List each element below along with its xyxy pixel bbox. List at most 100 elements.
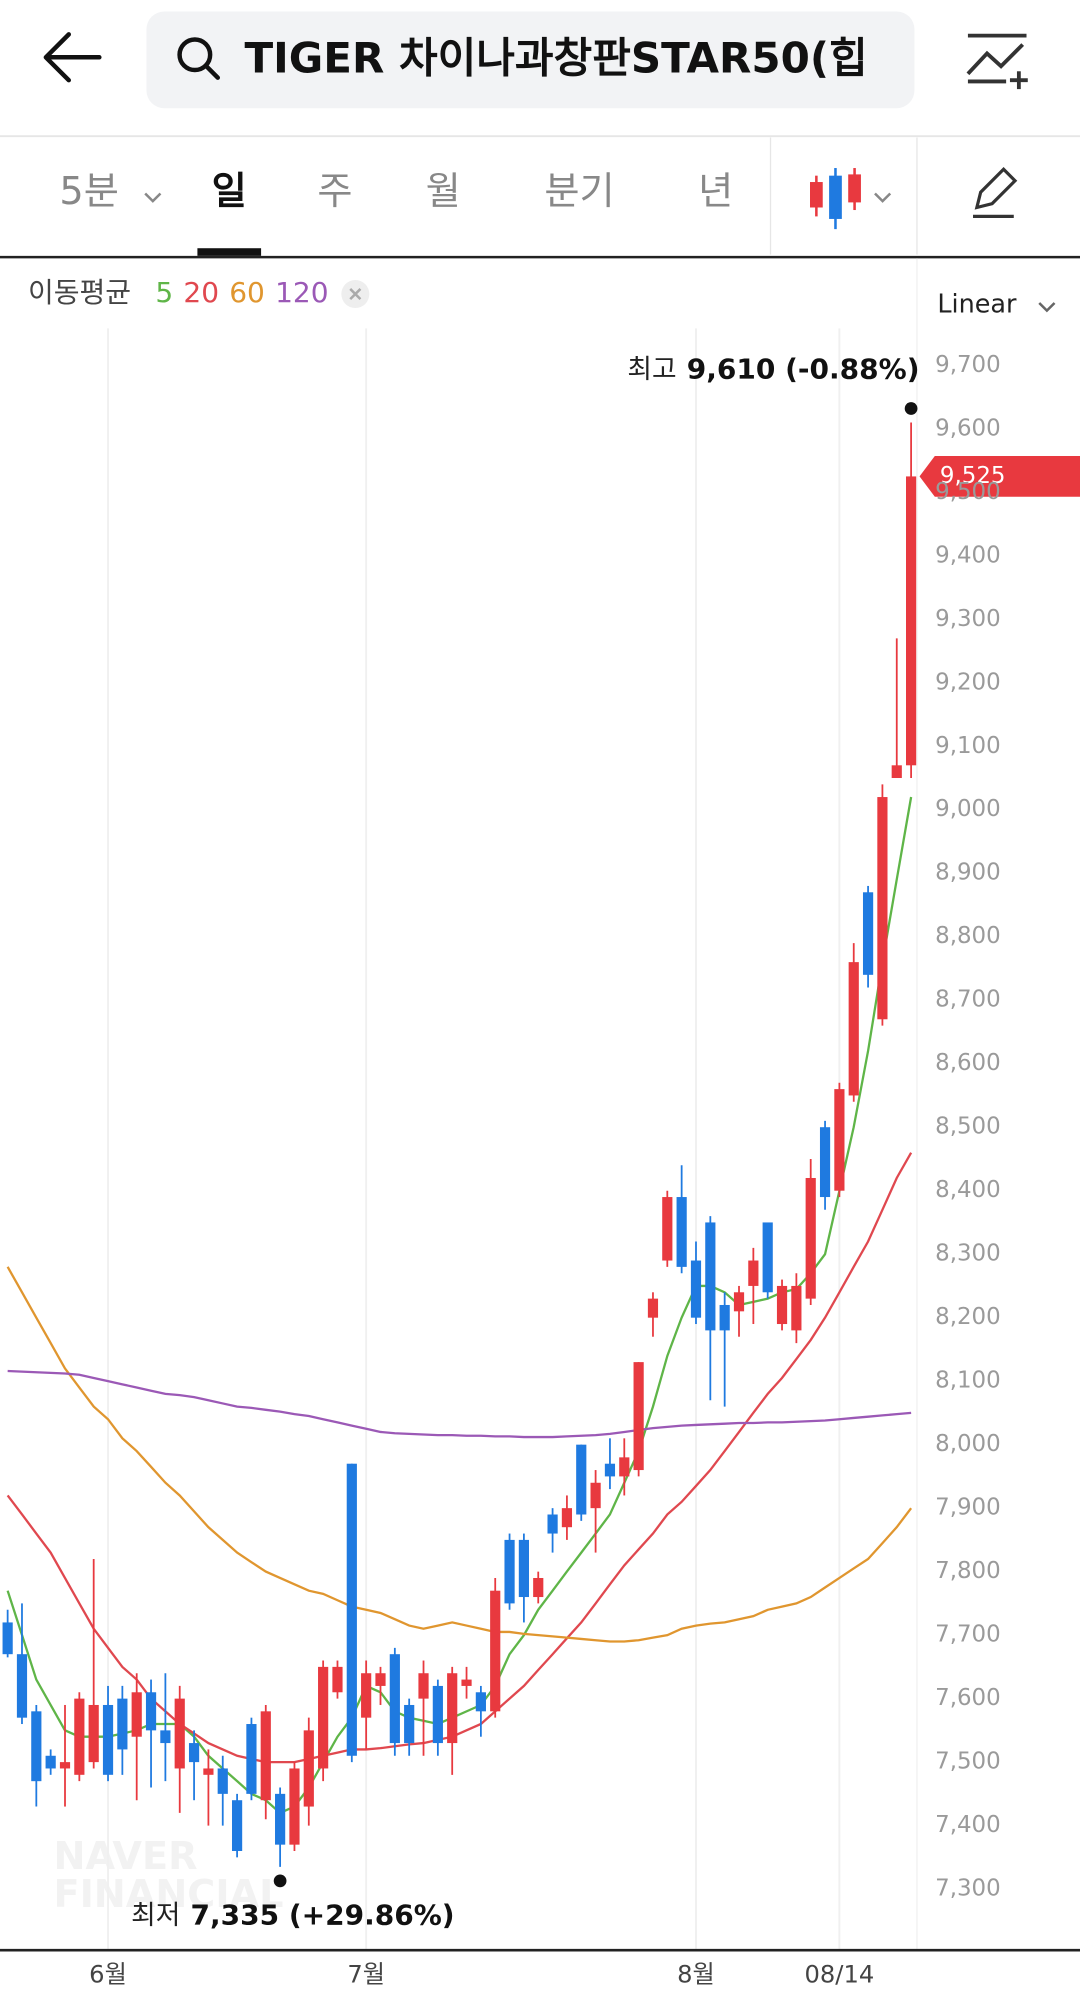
candle-body <box>131 1692 142 1737</box>
candle-body <box>74 1698 85 1775</box>
x-tick-label: 6월 <box>89 1961 127 1989</box>
candle-body <box>619 1457 630 1477</box>
candle-body <box>590 1482 601 1509</box>
candle-body <box>160 1730 171 1744</box>
candle-body <box>389 1654 400 1744</box>
tab[interactable]: 년 <box>698 170 733 214</box>
candle-body <box>289 1768 300 1845</box>
candle-body <box>676 1197 687 1267</box>
add-compare-icon[interactable] <box>966 33 1028 90</box>
candle-body <box>705 1222 716 1331</box>
candle-body <box>834 1089 845 1191</box>
y-tick-label: 8,100 <box>935 1368 1001 1394</box>
period-tabs: 5분 일 주 월 분기 년 <box>0 137 1080 259</box>
y-tick-label: 8,200 <box>935 1304 1001 1330</box>
candle-body <box>662 1197 673 1261</box>
candle-body <box>561 1508 573 1528</box>
y-tick-label: 7,700 <box>935 1622 1001 1648</box>
candle-body <box>303 1730 314 1807</box>
candle-body <box>246 1724 257 1794</box>
candle-body <box>203 1768 214 1775</box>
candle-body <box>733 1292 745 1312</box>
candle-body <box>690 1260 702 1318</box>
candle-body <box>906 476 917 766</box>
search-icon <box>177 37 213 73</box>
y-tick-label: 7,600 <box>935 1685 1001 1711</box>
header: TIGER 차이나과창판STAR50(힙 <box>0 11 1080 138</box>
candle-body <box>762 1222 773 1293</box>
y-tick-label: 8,000 <box>935 1431 1001 1457</box>
y-tick-label: 8,700 <box>935 987 1001 1013</box>
tab[interactable]: 분기 <box>544 170 614 214</box>
candle-body <box>418 1673 429 1699</box>
candle-body <box>404 1704 415 1744</box>
legend-entry: 5 <box>155 276 173 309</box>
ma-title: 이동평균 <box>28 276 131 309</box>
candle-body <box>877 797 888 1020</box>
y-tick-label: 9,100 <box>935 733 1001 759</box>
candle-body <box>791 1285 802 1331</box>
candle-body <box>432 1685 443 1744</box>
y-tick-label: 8,500 <box>935 1114 1001 1140</box>
tab[interactable]: 일 <box>212 170 247 214</box>
y-tick-label: 8,300 <box>935 1241 1001 1267</box>
candle-body <box>805 1177 816 1299</box>
watermark: FINANCIAL <box>53 1873 283 1917</box>
candle-body <box>533 1577 544 1598</box>
candle-body <box>604 1463 616 1477</box>
candle-body <box>461 1679 472 1686</box>
candle-body <box>16 1654 28 1718</box>
candle-body <box>346 1463 357 1756</box>
y-tick-label: 7,400 <box>935 1812 1001 1838</box>
back-button[interactable] <box>43 32 102 83</box>
tab[interactable]: 5분 <box>59 170 118 214</box>
candle-body <box>862 892 874 975</box>
moving-average-line <box>7 1369 912 1439</box>
price-tag <box>919 456 1080 497</box>
legend-entry: 120 <box>275 276 328 309</box>
chart-type-button[interactable] <box>810 168 892 230</box>
high-marker <box>904 402 918 415</box>
y-tick-label: 7,300 <box>935 1876 1001 1902</box>
candle-body <box>848 962 859 1096</box>
x-tick-label: 7월 <box>347 1961 385 1989</box>
x-tick-label: 8월 <box>677 1961 715 1989</box>
price-tag-label: 9,525 <box>940 463 1006 489</box>
y-tick-label: 8,600 <box>935 1050 1001 1076</box>
moving-average-line <box>6 796 913 1815</box>
low-value: 7,335 (+29.86%) <box>191 1899 455 1932</box>
candle-body <box>45 1755 56 1769</box>
candle-body <box>447 1673 458 1744</box>
candle-body <box>231 1800 243 1852</box>
moving-average-line <box>6 1152 913 1764</box>
y-tick-label: 9,200 <box>935 669 1001 695</box>
y-tick-label: 8,800 <box>935 923 1001 949</box>
legend-entry: 60 <box>229 276 265 309</box>
candle-body <box>719 1304 730 1331</box>
tab[interactable]: 주 <box>317 170 352 214</box>
y-tick-label: 8,400 <box>935 1177 1001 1203</box>
tab[interactable]: 월 <box>426 170 461 214</box>
scale-mode[interactable]: Linear <box>937 290 1017 320</box>
candle-body <box>102 1704 114 1775</box>
candle-body <box>31 1711 42 1782</box>
candle-body <box>375 1673 386 1686</box>
low-label: 최저 <box>131 1900 180 1931</box>
candle-body <box>145 1692 157 1731</box>
tab-underline <box>197 248 262 256</box>
search-text[interactable]: TIGER 차이나과창판STAR50(힙 <box>245 34 868 83</box>
legend-entry: 20 <box>183 276 219 309</box>
candle-body <box>776 1285 788 1325</box>
candle-body <box>490 1590 501 1712</box>
moving-average-line <box>6 1266 913 1643</box>
y-tick-label: 7,500 <box>935 1749 1001 1775</box>
dropdown-icon <box>144 192 162 203</box>
x-tick-label: 08/14 <box>805 1961 875 1989</box>
y-tick-label: 9,600 <box>935 415 1001 441</box>
draw-button[interactable] <box>973 167 1018 218</box>
search-box[interactable] <box>146 11 915 109</box>
